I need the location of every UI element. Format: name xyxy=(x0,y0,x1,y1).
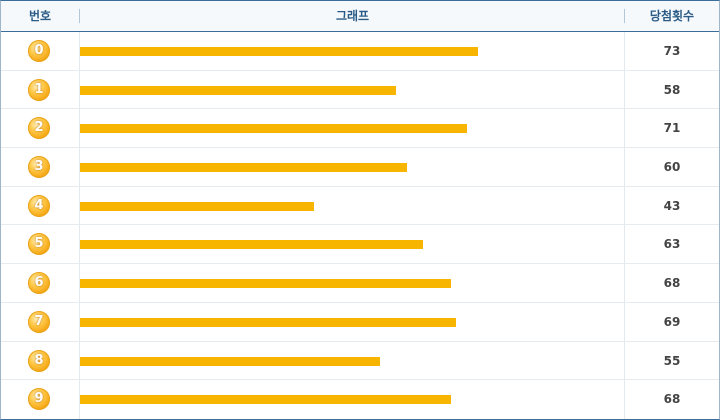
number-ball-icon: 2 xyxy=(28,117,50,140)
number-ball-icon: 5 xyxy=(28,233,50,256)
bar-5 xyxy=(80,240,424,250)
table-header: 번호 그래프 당첨횟수 xyxy=(1,1,719,32)
number-ball-icon: 3 xyxy=(28,156,50,179)
header-divider xyxy=(79,9,80,23)
chart-rows: 0 73 1 58 2 71 3 60 4 43 5 63 6 68 7 69 8 55 9 68 xyxy=(1,32,719,419)
bar-6 xyxy=(80,279,451,289)
count-label: 69 xyxy=(663,314,681,329)
count-label: 55 xyxy=(663,353,681,368)
table-row: 7 69 xyxy=(1,303,719,342)
bar-4 xyxy=(80,201,315,211)
header-graph: 그래프 xyxy=(335,9,370,23)
table-row: 0 73 xyxy=(1,32,719,71)
count-label: 68 xyxy=(663,392,681,407)
header-divider xyxy=(624,9,625,23)
bar-7 xyxy=(80,317,457,327)
table-row: 9 68 xyxy=(1,380,719,419)
number-ball-icon: 4 xyxy=(28,194,50,217)
count-label: 71 xyxy=(663,121,681,136)
number-ball-icon: 0 xyxy=(28,40,50,62)
bar-9 xyxy=(80,395,451,405)
number-ball-icon: 8 xyxy=(28,349,50,372)
table-row: 4 43 xyxy=(1,187,719,226)
number-ball-icon: 6 xyxy=(28,272,50,295)
count-label: 58 xyxy=(663,82,681,97)
table-row: 8 55 xyxy=(1,342,719,381)
number-ball-icon: 9 xyxy=(28,388,50,411)
column-divider xyxy=(79,32,80,419)
count-label: 73 xyxy=(663,44,681,58)
bar-2 xyxy=(80,124,467,134)
number-ball-icon: 1 xyxy=(28,78,50,101)
bar-0 xyxy=(80,47,478,56)
table-row: 5 63 xyxy=(1,225,719,265)
table-row: 2 71 xyxy=(1,109,719,149)
bar-3 xyxy=(80,163,407,173)
table-row: 6 68 xyxy=(1,264,719,303)
bar-8 xyxy=(80,356,380,366)
count-label: 60 xyxy=(663,160,681,175)
bar-1 xyxy=(80,85,397,95)
table-row: 1 58 xyxy=(1,71,719,110)
number-ball-icon: 7 xyxy=(28,310,50,333)
count-label: 43 xyxy=(663,198,681,213)
table-row: 3 60 xyxy=(1,148,719,187)
count-label: 63 xyxy=(663,237,681,252)
column-divider xyxy=(624,32,625,419)
header-count: 당첨횟수 xyxy=(649,9,695,23)
count-label: 68 xyxy=(663,276,681,291)
header-number: 번호 xyxy=(28,9,52,23)
